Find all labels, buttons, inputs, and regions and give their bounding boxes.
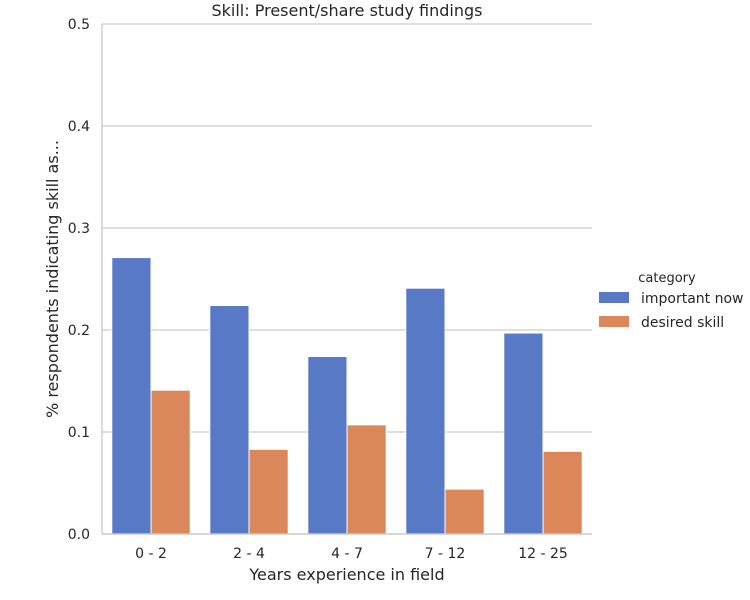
bar-important-now-0 xyxy=(111,257,152,535)
x-tick-label: 0 - 2 xyxy=(135,546,167,562)
bar-important-now-4 xyxy=(503,332,544,535)
bars xyxy=(111,257,583,535)
bar-desired-skill-2 xyxy=(346,424,387,535)
x-tick-label: 2 - 4 xyxy=(233,546,265,562)
y-tick-label: 0.2 xyxy=(68,323,90,339)
legend-swatch xyxy=(599,292,629,303)
bar-important-now-3 xyxy=(405,287,446,535)
bar-desired-skill-4 xyxy=(542,450,583,535)
y-tick-labels: 0.0 0.1 0.2 0.3 0.4 0.5 xyxy=(68,17,90,543)
legend-label: desired skill xyxy=(641,315,724,331)
axes xyxy=(101,24,592,535)
bar-important-now-1 xyxy=(209,305,250,535)
bar-desired-skill-0 xyxy=(150,389,191,535)
bar-important-now-2 xyxy=(307,356,348,535)
legend-label: important now xyxy=(641,291,744,307)
x-tick-label: 7 - 12 xyxy=(425,546,466,562)
y-tick-label: 0.0 xyxy=(68,527,90,543)
x-tick-labels: 0 - 2 2 - 4 4 - 7 7 - 12 12 - 25 xyxy=(135,546,568,562)
legend: category important now desired skill xyxy=(599,271,744,331)
y-tick-label: 0.5 xyxy=(68,17,90,33)
legend-title: category xyxy=(638,271,696,286)
chart-title: Skill: Present/share study findings xyxy=(211,1,482,20)
x-tick-label: 4 - 7 xyxy=(331,546,363,562)
y-axis-label: % respondents indicating skill as... xyxy=(43,140,62,418)
legend-swatch xyxy=(599,316,629,327)
bar-desired-skill-1 xyxy=(248,448,289,535)
x-tick-label: 12 - 25 xyxy=(518,546,568,562)
y-tick-label: 0.4 xyxy=(68,119,90,135)
bar-desired-skill-3 xyxy=(444,488,485,535)
y-tick-label: 0.3 xyxy=(68,221,90,237)
x-axis-label: Years experience in field xyxy=(248,565,444,584)
y-tick-label: 0.1 xyxy=(68,425,90,441)
